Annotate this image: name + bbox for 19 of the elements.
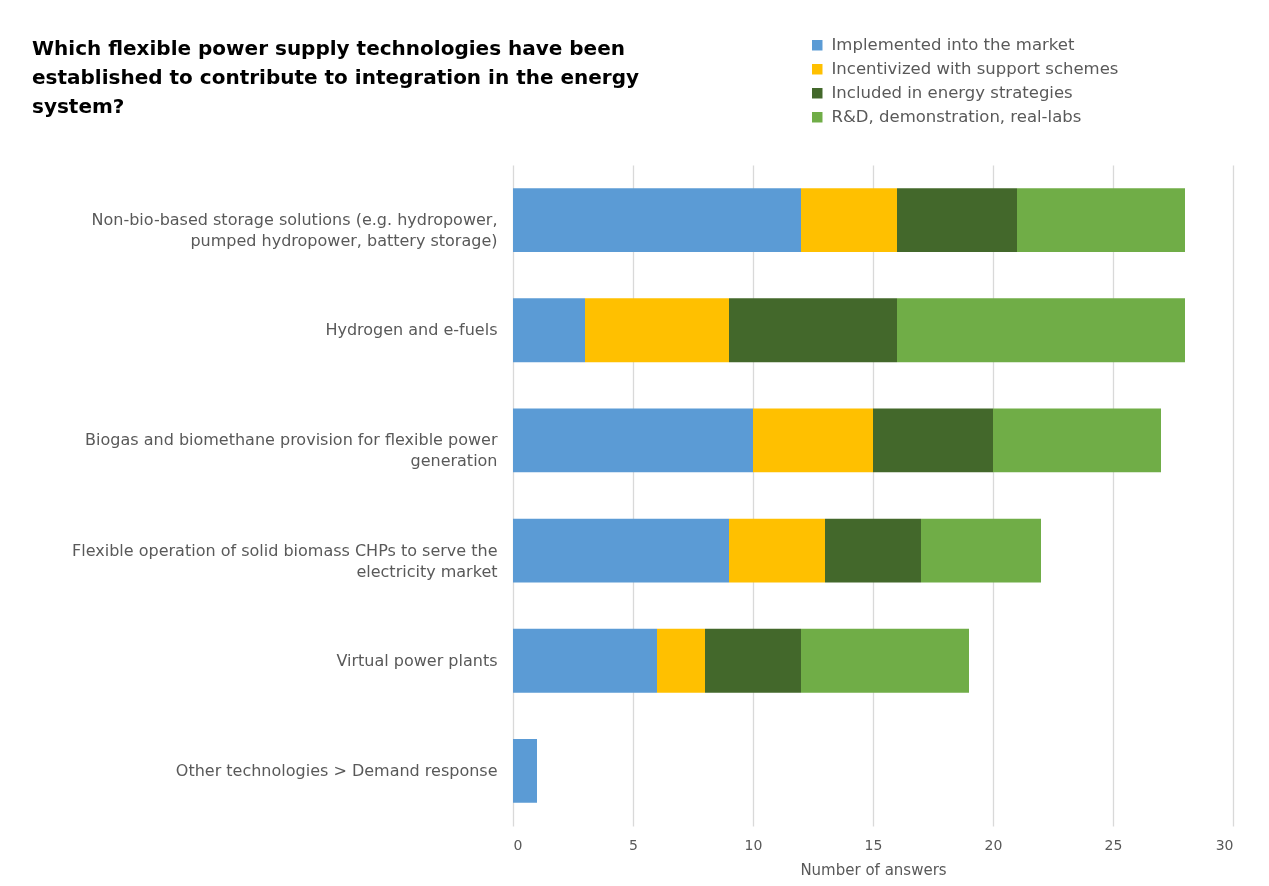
legend-label: R&D, demonstration, real-labs — [831, 107, 1082, 127]
x-tick-label: 10 — [744, 836, 763, 853]
text: Which flexible power supply technologies have been established to contribute to integration in the energy system? — [32, 36, 640, 118]
x-tick-label: 5 — [629, 836, 638, 853]
x-tick-label: 30 — [1215, 836, 1234, 853]
y-tick-label: Flexible operation of solid biomass CHPs to serve the electricity market — [72, 540, 498, 581]
legend-label: Incentivized with support schemes — [831, 59, 1119, 79]
x-tick-label: 0 — [513, 836, 523, 853]
x-tick-label: 15 — [864, 836, 883, 853]
x-axis-title: Number of answers — [800, 860, 947, 879]
legend-label: Included in energy strategies — [831, 83, 1073, 103]
legend-label: Implemented into the market — [831, 35, 1075, 55]
y-tick-label: Hydrogen and e-fuels — [325, 320, 498, 340]
y-tick-label: Other technologies > Demand response — [175, 760, 498, 780]
y-tick-label: Non-bio-based storage solutions (e.g. hydropower, pumped hydropower, battery storage) — [91, 210, 498, 251]
x-tick-label: 20 — [984, 836, 1003, 853]
y-tick-label: Biogas and biomethane provision for flexible power generation — [85, 430, 498, 471]
x-tick-label: 25 — [1104, 836, 1123, 853]
y-tick-label: Virtual power plants — [336, 650, 498, 670]
